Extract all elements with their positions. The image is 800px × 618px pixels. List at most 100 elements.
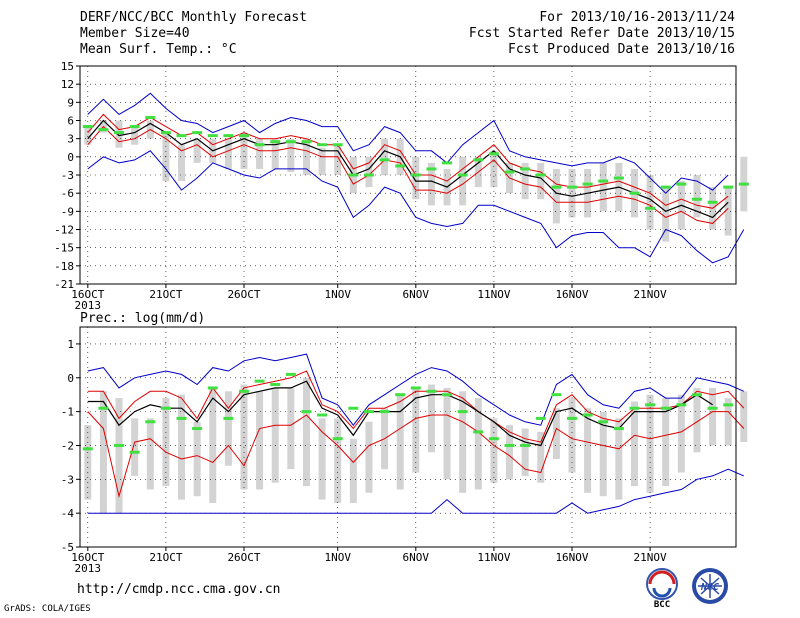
header-member-size: Member Size=40 — [80, 26, 190, 41]
spread-box — [256, 138, 264, 169]
observed-marker — [129, 125, 140, 129]
x-tick-label: 21OCT — [149, 551, 182, 564]
observed-marker — [660, 406, 671, 410]
y-tick-label: 0 — [67, 151, 74, 164]
spread-box — [365, 156, 373, 188]
spread-box — [146, 418, 154, 490]
spread-box — [84, 126, 92, 145]
x-tick-label: 6NOV — [403, 288, 430, 301]
observed-marker — [239, 389, 249, 393]
y-tick-label: -12 — [54, 224, 74, 237]
spread-box — [334, 144, 342, 175]
x-tick-label: 1NOV — [324, 288, 351, 301]
observed-marker — [676, 182, 687, 186]
observed-marker — [410, 173, 421, 177]
observed-marker — [176, 134, 187, 138]
spread-box — [552, 408, 560, 459]
observed-marker — [629, 191, 640, 195]
observed-marker — [457, 173, 468, 177]
spread-box — [490, 150, 498, 188]
header-produced-date: Fcst Produced Date 2013/10/16 — [508, 42, 735, 57]
observed-marker — [379, 158, 390, 162]
spread-box — [662, 398, 670, 487]
observed-marker — [567, 185, 577, 189]
observed-marker — [723, 185, 734, 189]
spread-box — [615, 418, 623, 500]
plot-frame — [79, 326, 737, 548]
x-tick-label: 26OCT — [227, 288, 260, 301]
observed-marker — [192, 131, 203, 135]
spread-box — [646, 394, 654, 493]
spread-box — [724, 187, 732, 236]
observed-marker — [332, 437, 343, 441]
bcc-logo-label: BCC — [654, 600, 670, 610]
y-tick-label: 15 — [61, 60, 74, 73]
spread-box — [459, 156, 467, 206]
footer-url[interactable]: http://cmdp.ncc.cma.gov.cn — [77, 582, 281, 597]
y-tick-label: 6 — [67, 115, 74, 128]
observed-marker — [676, 403, 687, 407]
lower-line — [87, 411, 745, 499]
observed-marker — [582, 182, 593, 186]
observed-marker — [691, 393, 702, 397]
observed-marker — [176, 416, 187, 420]
agency-logos: BCC NCC — [646, 568, 728, 610]
panel-title-prec: Prec.: log(mm/d) — [80, 311, 205, 326]
observed-marker — [82, 447, 93, 451]
x-tick-label: 16OCT — [71, 551, 104, 564]
observed-marker — [520, 167, 531, 171]
spread-box — [427, 384, 435, 453]
spread-box — [677, 394, 685, 473]
observed-marker — [395, 164, 406, 168]
observed-marker — [82, 125, 93, 129]
observed-marker — [129, 450, 140, 454]
x-tick-label: 21OCT — [149, 288, 182, 301]
observed-marker — [457, 410, 468, 414]
y-tick-label: -2 — [61, 439, 74, 452]
x-tick-label: 21NOV — [634, 288, 667, 301]
observed-marker — [473, 158, 484, 162]
observed-marker — [410, 386, 421, 390]
mean-line — [87, 119, 729, 219]
observed-marker — [488, 152, 499, 156]
spread-box — [740, 391, 748, 443]
observed-marker — [114, 443, 125, 447]
spread-box — [584, 408, 592, 493]
y-tick-label: -1 — [61, 406, 74, 419]
observed-marker — [426, 389, 437, 393]
y-tick-label: -3 — [61, 473, 74, 486]
observed-marker — [613, 176, 624, 180]
x-tick-label: 11NOV — [477, 551, 510, 564]
spread-box — [287, 138, 295, 172]
observed-marker — [332, 143, 343, 147]
observed-marker — [442, 393, 453, 397]
x-tick-label: 16OCT — [71, 288, 104, 301]
spread-box — [287, 387, 295, 470]
spread-box — [224, 138, 232, 169]
observed-marker — [160, 406, 171, 410]
observed-marker — [379, 410, 390, 414]
spread-box — [459, 391, 467, 493]
observed-marker — [707, 406, 718, 410]
observed-marker — [613, 427, 624, 431]
x-tick-label: 26OCT — [227, 551, 260, 564]
spread-box — [224, 391, 232, 466]
spread-box — [568, 398, 576, 473]
observed-marker — [223, 416, 234, 420]
spread-box — [193, 421, 201, 497]
observed-marker — [645, 403, 656, 407]
x-tick-label: 16NOV — [555, 288, 588, 301]
grads-credit: GrADS: COLA/IGES — [4, 604, 91, 614]
spread-box — [318, 418, 326, 500]
max-line — [87, 92, 729, 194]
observed-marker — [207, 134, 218, 138]
header-left: DERF/NCC/BCC Monthly Forecast Member Siz… — [80, 10, 307, 58]
spread-box — [490, 418, 498, 483]
y-tick-label: -9 — [61, 205, 74, 218]
x-year-label: 2013 — [75, 562, 102, 575]
observed-marker — [520, 443, 531, 447]
spread-box — [521, 428, 529, 476]
observed-marker — [488, 437, 499, 441]
observed-marker — [114, 131, 125, 135]
spread-box — [427, 162, 435, 206]
